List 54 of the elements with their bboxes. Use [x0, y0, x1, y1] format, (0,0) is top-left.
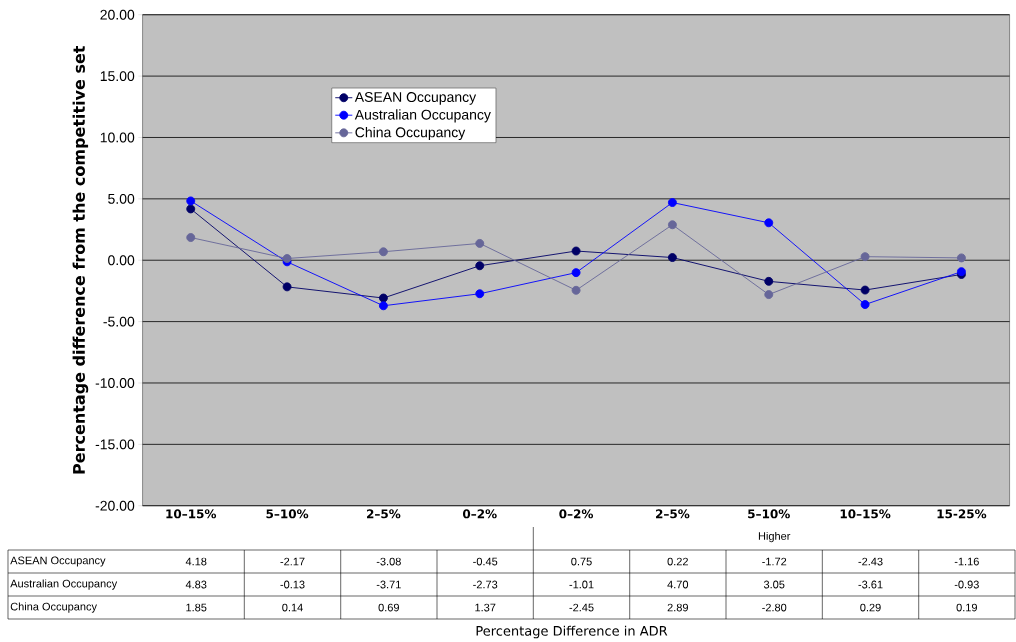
data-label: 0.22 — [667, 557, 688, 566]
x-tick-label: 10–15% — [166, 509, 217, 519]
y-tick-label: -5.00 — [103, 316, 135, 327]
data-label: -1.72 — [762, 557, 787, 566]
data-label: -2.45 — [569, 603, 594, 612]
x-tick-label: 10–15% — [840, 509, 891, 519]
data-label: 0.75 — [571, 557, 592, 566]
y-tick-label: 10.00 — [100, 132, 135, 143]
y-tick-label: 5.00 — [108, 193, 135, 204]
x-tick-label: 15-25% — [937, 509, 987, 519]
data-label: 3.05 — [763, 580, 785, 589]
data-label: -0.13 — [280, 580, 305, 589]
legend-label: Australian Occupancy — [354, 109, 491, 123]
x-tick-label: 5–10% — [748, 509, 790, 519]
y-tick-label: 0.00 — [108, 255, 135, 266]
data-label: -2.73 — [473, 580, 498, 589]
data-label: -1.01 — [569, 580, 594, 589]
text: Australian Occupancy — [10, 579, 118, 590]
y-tick-label: 20.00 — [100, 9, 135, 20]
data-label: -2.17 — [280, 557, 305, 566]
data-label: 4.18 — [185, 557, 207, 566]
x-tick-label: 0–2% — [462, 509, 497, 519]
data-label: -2.43 — [858, 557, 883, 566]
x-tick-label: 5–10% — [266, 509, 309, 519]
data-label: 0.19 — [956, 603, 977, 612]
x-tick-label: 0–2% — [559, 509, 594, 519]
data-label: -3.71 — [376, 580, 401, 589]
data-label: 0.29 — [860, 603, 881, 612]
data-label: 4.70 — [667, 580, 689, 589]
legend-label: ASEAN Occupancy — [354, 92, 477, 105]
data-label: -3.61 — [858, 580, 883, 589]
data-label: -1.16 — [954, 557, 979, 566]
text: China Occupancy — [10, 602, 97, 613]
y-axis-title: Percentage difference from the competitive set — [72, 45, 89, 474]
data-label: 0.14 — [282, 603, 303, 612]
x-tick-label: 2–5% — [656, 509, 690, 519]
data-label: 4.83 — [185, 580, 207, 589]
data-label: -2.80 — [762, 603, 787, 612]
text: Percentage Difference in ADR — [476, 625, 668, 639]
y-tick-label: -10.00 — [95, 378, 135, 388]
data-label: 1.37 — [475, 603, 496, 612]
x-tick-label: 2–5% — [367, 509, 401, 519]
y-tick-label: 15.00 — [100, 71, 135, 82]
legend-label: China Occupancy — [355, 127, 466, 141]
text: ASEAN Occupancy — [10, 556, 106, 567]
data-label: -3.08 — [376, 557, 401, 566]
y-tick-label: -20.00 — [95, 500, 135, 511]
data-label: -0.45 — [473, 557, 498, 566]
data-label: -0.93 — [954, 580, 979, 589]
data-label: 1.85 — [186, 603, 207, 612]
data-label: 0.69 — [378, 603, 399, 612]
text: Higher — [758, 531, 791, 543]
y-tick-label: -15.00 — [95, 439, 135, 450]
data-label: 2.89 — [667, 603, 688, 612]
